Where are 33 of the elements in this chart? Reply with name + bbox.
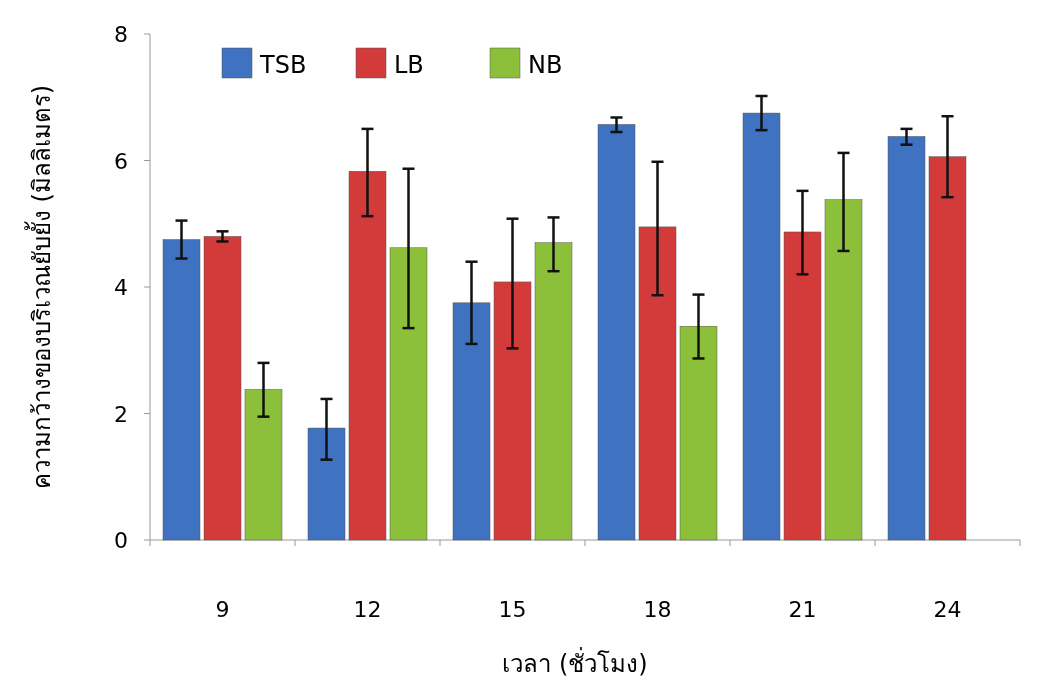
bar	[493, 281, 532, 541]
x-tick-label: 12	[353, 597, 382, 622]
x-tick-label: 15	[498, 597, 527, 622]
y-axis-title: ความกว้างของบริเวณยับยั้ง (มิลลิเมตร)	[24, 84, 56, 490]
bar	[389, 247, 428, 541]
y-tick-label: 4	[114, 275, 128, 300]
bar	[887, 136, 926, 541]
legend-label: TSB	[259, 51, 307, 79]
legend-label: LB	[394, 51, 424, 79]
bar	[638, 226, 677, 541]
x-tick-label: 21	[788, 597, 817, 622]
bar	[679, 325, 718, 541]
y-tick-label: 8	[114, 22, 128, 47]
bar	[824, 199, 863, 541]
bar	[203, 236, 242, 541]
bar	[348, 171, 387, 541]
bar	[928, 156, 967, 541]
x-tick-label: 24	[933, 597, 962, 622]
bar	[162, 239, 201, 541]
x-tick-label: 18	[643, 597, 672, 622]
bar	[244, 389, 283, 541]
bar	[783, 231, 822, 541]
x-tick-label: 9	[215, 597, 230, 622]
bar	[534, 242, 573, 541]
y-tick-label: 6	[114, 148, 128, 174]
y-tick-label: 0	[114, 528, 128, 553]
bar	[742, 112, 781, 541]
bar	[307, 427, 346, 541]
bar	[597, 124, 636, 541]
y-tick-label: 2	[114, 401, 128, 427]
legend-label: NB	[528, 51, 563, 79]
bar	[452, 302, 491, 541]
x-axis-title: เวลา (ชั่วโมง)	[502, 647, 648, 678]
